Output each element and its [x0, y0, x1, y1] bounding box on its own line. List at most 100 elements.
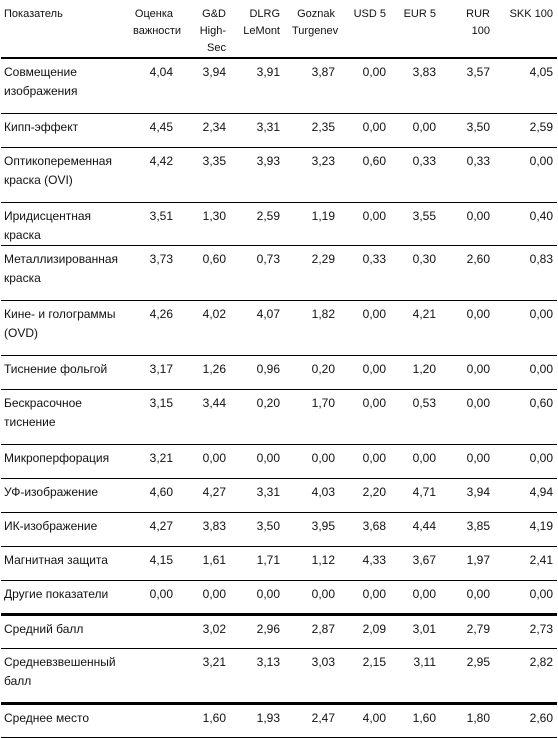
cell-value: 0,40: [502, 202, 557, 246]
cell-value: 0,00: [347, 355, 398, 390]
cell-value: 4,44: [398, 512, 448, 547]
summary-row: Среднее место 1,60 1,93 2,47 4,00 1,60 1,80 2,6…: [1, 703, 557, 738]
cell-value: 0,00: [502, 580, 557, 616]
cell-value: 1,20: [398, 355, 448, 390]
cell-value: 0,00: [448, 444, 502, 479]
cell-value: 2,20: [347, 478, 398, 513]
cell-value: 3,01: [398, 614, 448, 649]
cell-value: 4,33: [347, 546, 398, 581]
row-label: Кине- и голограммы (OVD): [1, 300, 133, 356]
cell-value: 0,00: [347, 58, 398, 114]
cell-value: 2,09: [347, 614, 398, 649]
cell-value: 0,00: [448, 202, 502, 246]
table-row: Оптикопеременная краска (OVI) 4,42 3,35 3,9…: [1, 147, 557, 203]
cell-value: 2,60: [502, 703, 557, 738]
cell-value: 0,00: [185, 580, 238, 616]
cell-value: [133, 703, 185, 738]
cell-value: 2,15: [347, 648, 398, 705]
cell-value: 3,85: [448, 512, 502, 547]
table-row: Бескрасочное тиснение 3,15 3,44 0,20 1,70 0,0…: [1, 389, 557, 445]
cell-value: 2,41: [502, 546, 557, 581]
cell-value: 3,44: [185, 389, 238, 445]
cell-value: 1,93: [238, 703, 292, 738]
row-label: Средний балл: [1, 614, 133, 649]
cell-value: 2,59: [238, 202, 292, 246]
header-rur-100: RUR 100: [448, 0, 502, 59]
cell-value: 3,21: [185, 648, 238, 705]
table-row: Металлизированная краска 3,73 0,60 0,73 2,29…: [1, 245, 557, 301]
cell-value: 0,60: [502, 389, 557, 445]
cell-value: 0,00: [398, 113, 448, 148]
table-row: Другие показатели 0,00 0,00 0,00 0,00 0,00 0,0…: [1, 580, 557, 616]
cell-value: 2,34: [185, 113, 238, 148]
cell-value: 0,60: [347, 147, 398, 203]
cell-value: 0,00: [347, 202, 398, 246]
cell-value: 3,93: [238, 147, 292, 203]
cell-value: 0,60: [185, 245, 238, 301]
row-label: Средневзвешенный балл: [1, 648, 133, 705]
header-eur-5: EUR 5: [398, 0, 448, 59]
cell-value: 4,03: [292, 478, 347, 513]
cell-value: 3,68: [347, 512, 398, 547]
header-importance: Оценка важности: [133, 0, 185, 59]
cell-value: 0,30: [398, 245, 448, 301]
cell-value: 0,00: [185, 444, 238, 479]
cell-value: 3,87: [292, 58, 347, 114]
table-row: Иридисцентная краска 3,51 1,30 2,59 1,19 0,00…: [1, 202, 557, 246]
cell-value: 0,00: [238, 580, 292, 616]
table-row: Совмещение изображения 4,04 3,94 3,91 3,87 0,…: [1, 58, 557, 114]
cell-value: 0,00: [347, 444, 398, 479]
cell-value: 0,00: [448, 580, 502, 616]
cell-value: 4,71: [398, 478, 448, 513]
row-label: Оптикопеременная краска (OVI): [1, 147, 133, 203]
cell-value: 0,73: [238, 245, 292, 301]
cell-value: 3,50: [238, 512, 292, 547]
cell-value: 3,17: [133, 355, 185, 390]
cell-value: 2,73: [502, 614, 557, 649]
cell-value: 4,00: [347, 703, 398, 738]
cell-value: 3,31: [238, 478, 292, 513]
cell-value: 0,33: [448, 147, 502, 203]
row-label: Магнитная защита: [1, 546, 133, 581]
header-goznak-turgenev: Goznak Turgenev: [292, 0, 347, 59]
cell-value: 0,33: [347, 245, 398, 301]
table-body: Совмещение изображения 4,04 3,94 3,91 3,87 0,…: [1, 58, 557, 738]
cell-value: 4,19: [502, 512, 557, 547]
cell-value: 4,27: [185, 478, 238, 513]
table-row: Тиснение фольгой 3,17 1,26 0,96 0,20 0,00 1,20…: [1, 355, 557, 390]
cell-value: 2,59: [502, 113, 557, 148]
cell-value: 3,13: [238, 648, 292, 705]
cell-value: 1,61: [185, 546, 238, 581]
cell-value: 0,00: [398, 444, 448, 479]
cell-value: 2,95: [448, 648, 502, 705]
table-row: Кипп-эффект 4,45 2,34 3,31 2,35 0,00 0,00 3,50 2…: [1, 113, 557, 148]
cell-value: 3,83: [185, 512, 238, 547]
cell-value: 2,96: [238, 614, 292, 649]
cell-value: 3,91: [238, 58, 292, 114]
cell-value: 3,55: [398, 202, 448, 246]
cell-value: 3,15: [133, 389, 185, 445]
cell-value: 2,60: [448, 245, 502, 301]
table-row: Микроперфорация 3,21 0,00 0,00 0,00 0,00 0,00 0…: [1, 444, 557, 479]
cell-value: 0,20: [238, 389, 292, 445]
cell-value: 0,00: [347, 580, 398, 616]
cell-value: 0,00: [502, 147, 557, 203]
cell-value: 2,35: [292, 113, 347, 148]
cell-value: 4,26: [133, 300, 185, 356]
cell-value: 4,04: [133, 58, 185, 114]
row-label: Иридисцентная краска: [1, 202, 133, 246]
header-row: Показатель Оценка важности G&D High-Sec …: [1, 0, 557, 59]
cell-value: 0,00: [448, 389, 502, 445]
cell-value: 3,51: [133, 202, 185, 246]
cell-value: 3,21: [133, 444, 185, 479]
cell-value: 1,60: [398, 703, 448, 738]
cell-value: 0,00: [502, 300, 557, 356]
header-usd-5: USD 5: [347, 0, 398, 59]
cell-value: 1,71: [238, 546, 292, 581]
cell-value: 4,02: [185, 300, 238, 356]
row-label: Среднее место: [1, 703, 133, 738]
row-label: УФ-изображение: [1, 478, 133, 513]
cell-value: 3,95: [292, 512, 347, 547]
cell-value: 3,31: [238, 113, 292, 148]
cell-value: 1,60: [185, 703, 238, 738]
